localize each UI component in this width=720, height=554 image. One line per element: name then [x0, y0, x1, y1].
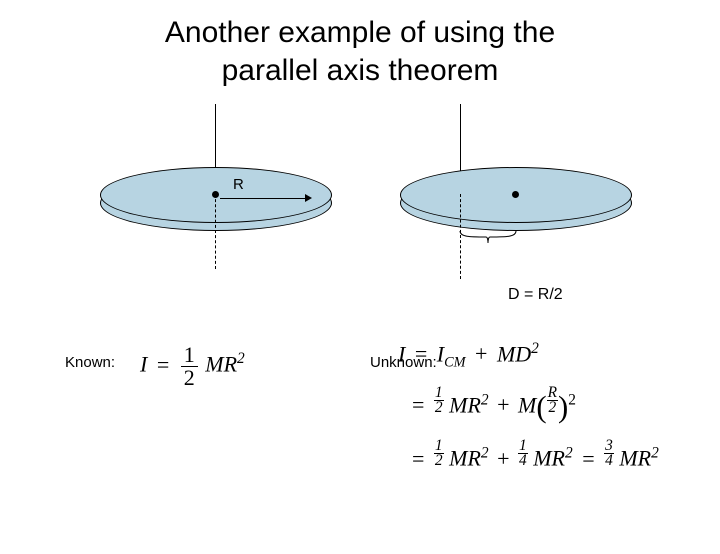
l2-lp: (: [536, 390, 546, 424]
l3-threequarter: 3 4: [604, 439, 614, 468]
l3-q-d: 4: [518, 454, 528, 468]
left-axis-dash: [215, 194, 217, 269]
l2-sq: 2: [481, 391, 489, 408]
l2-rp: ): [558, 390, 568, 424]
known-equation: I = 1 2 MR2: [140, 344, 245, 389]
l2-plus: +: [497, 392, 509, 417]
eq-MR-sup: 2: [237, 350, 245, 367]
l3-MR3: MR: [619, 446, 651, 471]
known-unknown-row: Known: Unknown:: [65, 354, 115, 372]
l2-eq: =: [412, 392, 424, 417]
unknown-eq-line1: I = ICM + MD2: [398, 340, 659, 372]
l2-half-d: 2: [434, 401, 444, 415]
unknown-eq-line2: = 1 2 MR2 + M( R 2 )2: [412, 386, 659, 425]
title-line-1: Another example of using the: [165, 16, 555, 49]
l3-sq1: 2: [481, 444, 489, 461]
unknown-eq-line3: = 1 2 MR2 + 1 4 MR2 = 3 4 MR2: [412, 439, 659, 472]
l3-half: 1 2: [434, 439, 444, 468]
l2-R-d: 2: [547, 401, 558, 415]
l1-plus: +: [475, 341, 487, 366]
left-radius-arrow-icon: [305, 194, 312, 202]
known-label: Known:: [65, 354, 115, 371]
l1-Icm: I: [437, 341, 444, 366]
right-center-dot: [512, 191, 519, 198]
l3-quarter: 1 4: [518, 439, 528, 468]
unknown-equations: I = ICM + MD2 = 1 2 MR2 + M( R 2 )2 = 1 …: [398, 340, 659, 472]
eq-MR: MR: [205, 352, 237, 377]
l3-sq3: 2: [651, 444, 659, 461]
l1-sq: 2: [531, 340, 539, 357]
l1-I: I: [398, 341, 405, 366]
d-label: D = R/2: [508, 286, 563, 304]
title-line-2: parallel axis theorem: [222, 54, 499, 87]
l2-Rover2: R 2: [547, 386, 558, 415]
slide-title: Another example of using the parallel ax…: [0, 14, 720, 89]
r-label: R: [233, 176, 244, 193]
d-brace-icon: [458, 229, 518, 251]
l1-cm: CM: [444, 355, 465, 371]
l3-sq2: 2: [565, 444, 573, 461]
left-center-dot: [212, 191, 219, 198]
eq-half: 1 2: [181, 344, 198, 389]
eq-half-num: 1: [181, 344, 198, 367]
l2-outer-sq: 2: [568, 391, 576, 408]
eq-I: I: [140, 352, 147, 377]
eq-half-den: 2: [181, 367, 198, 389]
l3-MR2: MR: [533, 446, 565, 471]
l3-eq: =: [412, 446, 424, 471]
l3-half-d: 2: [434, 454, 444, 468]
l1-eq: =: [415, 341, 427, 366]
l3-plus: +: [497, 446, 509, 471]
l1-MD: MD: [497, 341, 531, 366]
l2-MR: MR: [449, 392, 481, 417]
l3-eq2: =: [582, 446, 594, 471]
l2-M: M: [518, 392, 536, 417]
l3-t-d: 4: [604, 454, 614, 468]
left-radius-line: [220, 198, 308, 199]
diagram-area: R D = R/2: [0, 124, 720, 324]
eq-equals: =: [157, 352, 169, 377]
l2-half: 1 2: [434, 386, 444, 415]
l3-MR1: MR: [449, 446, 481, 471]
